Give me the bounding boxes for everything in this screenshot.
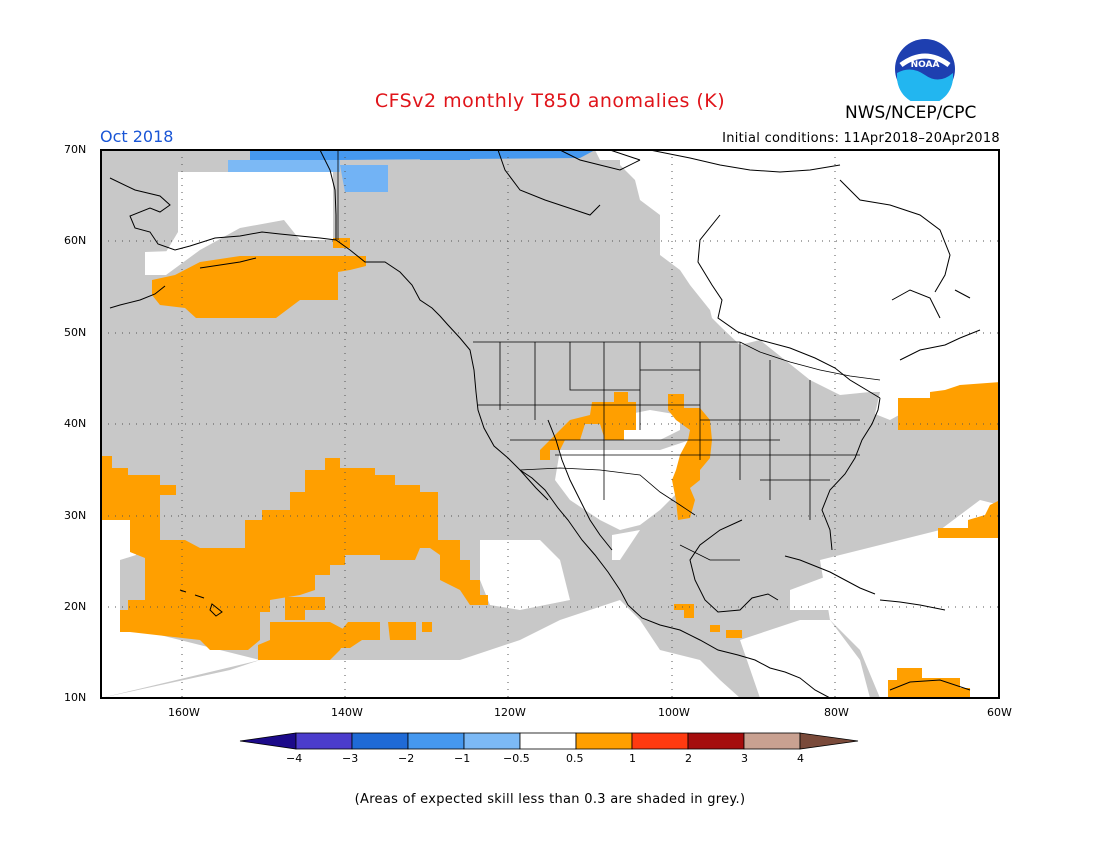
colorbar-label: 1 [629, 752, 636, 765]
lat-label-10n: 10N [64, 691, 87, 704]
colorbar-label: −4 [286, 752, 303, 765]
colorbar [239, 732, 859, 750]
lat-label-30n: 30N [64, 509, 87, 522]
logo-text: NOAA [911, 60, 940, 70]
colorbar-min-arrow [239, 732, 297, 750]
colorbar-bin [295, 732, 353, 750]
political-borders [337, 150, 881, 561]
map-frame [100, 149, 1000, 699]
lat-label-60n: 60N [64, 234, 87, 247]
colorbar-label: −0.5 [503, 752, 530, 765]
colorbar-bin [575, 732, 633, 750]
lat-label-50n: 50N [64, 326, 87, 339]
skill-note: (Areas of expected skill less than 0.3 a… [354, 792, 746, 807]
colorbar-bin [743, 732, 801, 750]
colorbar-label: 2 [685, 752, 692, 765]
colorbar-bin [687, 732, 745, 750]
lon-label-80w: 80W [824, 706, 849, 719]
near-normal-areas [101, 150, 999, 698]
colorbar-bin [463, 732, 521, 750]
colorbar-bin [351, 732, 409, 750]
lat-label-20n: 20N [64, 600, 87, 613]
colorbar-label: −2 [398, 752, 415, 765]
lon-label-140w: 140W [331, 706, 363, 719]
cool-anomaly-areas [228, 150, 595, 192]
colorbar-bin [407, 732, 465, 750]
colorbar-label: 0.5 [566, 752, 584, 765]
colorbar-label: 3 [741, 752, 748, 765]
lon-label-160w: 160W [168, 706, 200, 719]
colorbar-label: 4 [797, 752, 804, 765]
lon-label-100w: 100W [658, 706, 690, 719]
warm-anomaly-areas [101, 238, 999, 698]
lon-label-60w: 60W [987, 706, 1012, 719]
noaa-logo-icon: NOAA [895, 39, 955, 101]
colorbar-bin [631, 732, 689, 750]
forecast-month: Oct 2018 [100, 127, 174, 146]
agency-label: NWS/NCEP/CPC [845, 103, 977, 123]
colorbar-label: −3 [342, 752, 359, 765]
colorbar-bin [519, 732, 577, 750]
lat-label-70n: 70N [64, 143, 87, 156]
lon-label-120w: 120W [494, 706, 526, 719]
lat-label-40n: 40N [64, 417, 87, 430]
coastlines [109, 150, 981, 698]
colorbar-max-arrow [799, 732, 859, 750]
chart-title: CFSv2 monthly T850 anomalies (K) [374, 90, 726, 112]
initial-conditions: Initial conditions: 11Apr2018–20Apr2018 [722, 131, 1000, 146]
colorbar-label: −1 [454, 752, 471, 765]
